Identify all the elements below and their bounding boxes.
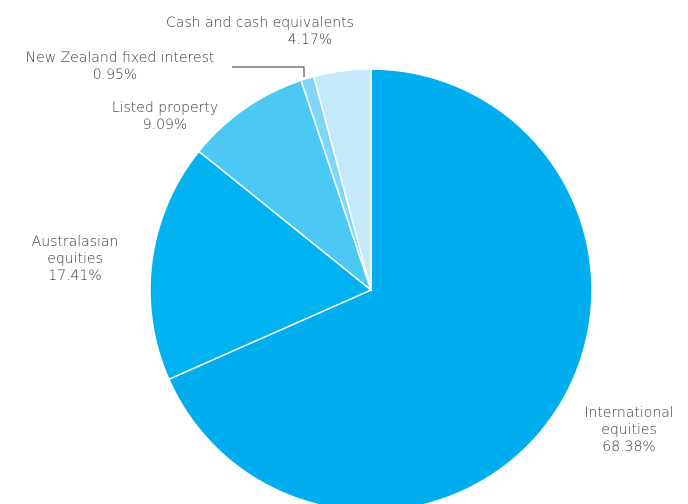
label-name-line-2: equities xyxy=(601,422,657,438)
label-value: 17.41% xyxy=(48,268,102,284)
pie-slice-international-equities xyxy=(167,68,593,504)
pie-slice-cash-and-cash-equivalents xyxy=(312,68,372,291)
label-name: New Zealand fixed interest xyxy=(25,50,215,66)
label-value: 9.09% xyxy=(142,117,188,133)
pie-slice-australasian-equities xyxy=(149,150,373,381)
label-international-equities: International equities 68.38% xyxy=(574,405,684,456)
leader-line-new-zealand-fixed-interest xyxy=(232,66,305,77)
label-name-line-2: equities xyxy=(47,251,103,267)
label-value: 68.38% xyxy=(602,439,656,455)
label-australasian-equities: Australasian equities 17.41% xyxy=(20,234,130,285)
label-value: 4.17% xyxy=(287,32,333,48)
label-name: Australasian xyxy=(31,234,119,250)
label-name: Cash and cash equivalents xyxy=(166,15,354,31)
label-name: Listed property xyxy=(111,100,219,116)
label-new-zealand-fixed-interest: New Zealand fixed interest 0.95% xyxy=(10,50,230,84)
label-value: 0.95% xyxy=(92,67,138,83)
label-listed-property: Listed property 9.09% xyxy=(100,100,230,134)
pie-slice-listed-property xyxy=(197,79,373,293)
label-cash-and-cash-equivalents: Cash and cash equivalents 4.17% xyxy=(140,15,380,49)
label-name: International xyxy=(584,405,674,421)
pie-slices xyxy=(149,68,593,504)
